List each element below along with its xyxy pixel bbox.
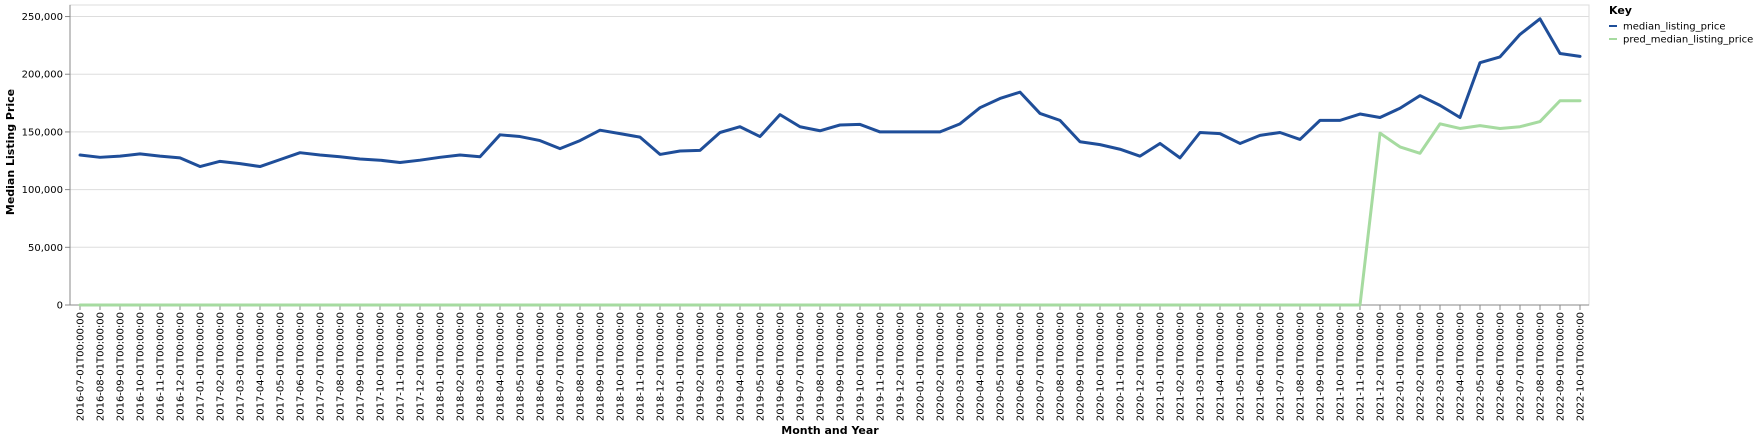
y-tick-label: 50,000: [28, 243, 63, 254]
x-tick-label: 2017-08-01T00:00:00: [336, 312, 347, 421]
x-tick-label: 2018-03-01T00:00:00: [476, 312, 487, 421]
x-tick-label: 2017-12-01T00:00:00: [416, 312, 427, 421]
x-tick-label: 2016-09-01T00:00:00: [116, 312, 127, 421]
x-tick-label: 2019-02-01T00:00:00: [696, 312, 707, 421]
legend: Key median_listing_price pred_median_list…: [1609, 4, 1753, 46]
x-tick-label: 2022-10-01T00:00:00: [1576, 312, 1587, 421]
x-tick-label: 2022-08-01T00:00:00: [1536, 312, 1547, 421]
x-tick-label: 2020-03-01T00:00:00: [956, 312, 967, 421]
x-tick-label: 2017-03-01T00:00:00: [236, 312, 247, 421]
x-tick-label: 2022-04-01T00:00:00: [1456, 312, 1467, 421]
x-tick-label: 2020-12-01T00:00:00: [1136, 312, 1147, 421]
y-axis-title: Median Listing Price: [4, 89, 17, 215]
x-tick-label: 2021-04-01T00:00:00: [1216, 312, 1227, 421]
x-tick-label: 2020-10-01T00:00:00: [1096, 312, 1107, 421]
y-tick-label: 200,000: [22, 70, 63, 81]
x-tick-label: 2016-10-01T00:00:00: [136, 312, 147, 421]
x-tick-label: 2022-05-01T00:00:00: [1476, 312, 1487, 421]
x-tick-label: 2022-01-01T00:00:00: [1396, 312, 1407, 421]
legend-label: median_listing_price: [1623, 22, 1726, 33]
x-tick-label: 2020-01-01T00:00:00: [916, 312, 927, 421]
x-tick-label: 2019-07-01T00:00:00: [796, 312, 807, 421]
x-tick-label: 2020-02-01T00:00:00: [936, 312, 947, 421]
x-tick-label: 2021-01-01T00:00:00: [1156, 312, 1167, 421]
x-tick-label: 2021-10-01T00:00:00: [1336, 312, 1347, 421]
x-tick-label: 2018-02-01T00:00:00: [456, 312, 467, 421]
x-tick-label: 2021-08-01T00:00:00: [1296, 312, 1307, 421]
x-tick-label: 2019-04-01T00:00:00: [736, 312, 747, 421]
x-tick-label: 2017-09-01T00:00:00: [356, 312, 367, 421]
x-tick-label: 2018-06-01T00:00:00: [536, 312, 547, 421]
x-tick-label: 2021-09-01T00:00:00: [1316, 312, 1327, 421]
x-tick-label: 2018-07-01T00:00:00: [556, 312, 567, 421]
x-tick-label: 2019-01-01T00:00:00: [676, 312, 687, 421]
x-tick-label: 2019-03-01T00:00:00: [716, 312, 727, 421]
x-tick-label: 2016-12-01T00:00:00: [176, 312, 187, 421]
x-tick-label: 2021-03-01T00:00:00: [1196, 312, 1207, 421]
legend-title: Key: [1609, 4, 1632, 17]
x-tick-label: 2020-05-01T00:00:00: [996, 312, 1007, 421]
x-tick-label: 2018-05-01T00:00:00: [516, 312, 527, 421]
x-tick-label: 2018-10-01T00:00:00: [616, 312, 627, 421]
x-tick-label: 2022-07-01T00:00:00: [1516, 312, 1527, 421]
x-tick-label: 2022-06-01T00:00:00: [1496, 312, 1507, 421]
x-tick-label: 2021-11-01T00:00:00: [1356, 312, 1367, 421]
legend-label: pred_median_listing_price: [1623, 35, 1753, 46]
x-tick-label: 2017-02-01T00:00:00: [216, 312, 227, 421]
x-tick-label: 2021-07-01T00:00:00: [1276, 312, 1287, 421]
x-tick-label: 2019-10-01T00:00:00: [856, 312, 867, 421]
x-tick-label: 2017-01-01T00:00:00: [196, 312, 207, 421]
x-tick-label: 2018-01-01T00:00:00: [436, 312, 447, 421]
x-tick-label: 2022-09-01T00:00:00: [1556, 312, 1567, 421]
axes: 0 50,000 100,000 150,000 200,000 250,000 2016-…: [22, 5, 1589, 421]
x-tick-label: 2016-11-01T00:00:00: [156, 312, 167, 421]
x-tick-label: 2017-04-01T00:00:00: [256, 312, 267, 421]
x-tick-label: 2018-04-01T00:00:00: [496, 312, 507, 421]
x-tick-label: 2021-12-01T00:00:00: [1376, 312, 1387, 421]
x-tick-label: 2021-02-01T00:00:00: [1176, 312, 1187, 421]
x-tick-label: 2022-02-01T00:00:00: [1416, 312, 1427, 421]
x-tick-label: 2018-08-01T00:00:00: [576, 312, 587, 421]
series-line-pred-median-listing-price: [78, 99, 1582, 307]
x-tick-label: 2018-09-01T00:00:00: [596, 312, 607, 421]
x-tick-label: 2020-11-01T00:00:00: [1116, 312, 1127, 421]
x-tick-label: 2019-06-01T00:00:00: [776, 312, 787, 421]
y-tick-label: 100,000: [22, 185, 63, 196]
x-tick-label: 2016-08-01T00:00:00: [96, 312, 107, 421]
x-tick-label: 2017-11-01T00:00:00: [396, 312, 407, 421]
x-tick-label: 2020-08-01T00:00:00: [1056, 312, 1067, 421]
x-tick-label: 2020-09-01T00:00:00: [1076, 312, 1087, 421]
series-line-median-listing-price: [78, 17, 1582, 169]
x-tick-label: 2016-07-01T00:00:00: [76, 312, 87, 421]
x-tick-label: 2020-06-01T00:00:00: [1016, 312, 1027, 421]
x-tick-label: 2019-11-01T00:00:00: [876, 312, 887, 421]
x-tick-label: 2018-12-01T00:00:00: [656, 312, 667, 421]
x-tick-label: 2019-09-01T00:00:00: [836, 312, 847, 421]
x-tick-label: 2017-06-01T00:00:00: [296, 312, 307, 421]
x-tick-label: 2017-07-01T00:00:00: [316, 312, 327, 421]
y-tick-label: 0: [57, 301, 63, 312]
x-tick-label: 2020-07-01T00:00:00: [1036, 312, 1047, 421]
x-tick-label: 2017-05-01T00:00:00: [276, 312, 287, 421]
x-tick-label: 2021-06-01T00:00:00: [1256, 312, 1267, 421]
x-axis-title: Month and Year: [781, 424, 879, 437]
x-tick-label: 2021-05-01T00:00:00: [1236, 312, 1247, 421]
x-tick-label: 2019-08-01T00:00:00: [816, 312, 827, 421]
x-tick-label: 2019-12-01T00:00:00: [896, 312, 907, 421]
x-tick-label: 2022-03-01T00:00:00: [1436, 312, 1447, 421]
y-tick-label: 150,000: [22, 127, 63, 138]
x-tick-label: 2019-05-01T00:00:00: [756, 312, 767, 421]
x-tick-label: 2017-10-01T00:00:00: [376, 312, 387, 421]
x-tick-label: 2020-04-01T00:00:00: [976, 312, 987, 421]
x-tick-label: 2018-11-01T00:00:00: [636, 312, 647, 421]
series-lines: [78, 17, 1582, 307]
y-tick-label: 250,000: [22, 12, 63, 23]
